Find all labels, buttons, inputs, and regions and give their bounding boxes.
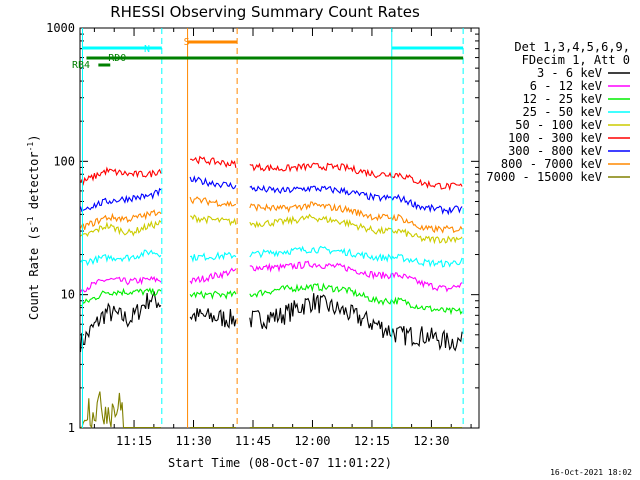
- flag-label-rd0: RD0: [108, 53, 126, 64]
- flag-label-n: N: [144, 44, 150, 55]
- y-tick-label: 100: [53, 154, 75, 168]
- y-axis-label-part1: Count Rate (s: [27, 226, 41, 320]
- legend-label: 800 - 7000 keV: [501, 157, 602, 171]
- series-layer: [79, 155, 463, 429]
- legend-label: 50 - 100 keV: [515, 118, 602, 132]
- series-2: [80, 282, 463, 316]
- legend-label: 7000 - 15000 keV: [486, 170, 602, 184]
- x-tick-label: 12:00: [294, 434, 330, 448]
- flag-label-rb4: RB4: [72, 60, 90, 71]
- series-8: [80, 391, 463, 429]
- legend-label: 6 - 12 keV: [530, 79, 602, 93]
- x-tick-label: 12:30: [413, 434, 449, 448]
- legend-label: 3 - 6 keV: [537, 66, 602, 80]
- legend-label: 12 - 25 keV: [523, 92, 602, 106]
- flag-label-s: S: [184, 37, 190, 48]
- x-tick-label: 12:15: [354, 434, 390, 448]
- series-5: [80, 155, 463, 191]
- legend-header-line1: Det 1,3,4,5,6,9,: [514, 40, 630, 54]
- y-axis-label-part3: ): [27, 135, 41, 142]
- legend-label: 300 - 800 keV: [508, 144, 602, 158]
- y-tick-label: 10: [61, 288, 75, 302]
- series-1: [80, 260, 463, 293]
- x-tick-label: 11:45: [235, 434, 271, 448]
- x-tick-label: 11:15: [116, 434, 152, 448]
- y-axis-label-sup2: -1: [26, 142, 35, 152]
- flags-layer: RB4 RD0 N S: [72, 28, 464, 428]
- chart-title: RHESSI Observing Summary Count Rates: [110, 3, 420, 21]
- footer-date: 16-Oct-2021 18:02: [550, 468, 632, 477]
- legend-label: 25 - 50 keV: [523, 105, 602, 119]
- series-3: [80, 245, 463, 268]
- legend-label: 100 - 300 keV: [508, 131, 602, 145]
- x-tick-label: 11:30: [175, 434, 211, 448]
- axis-ticks: 1 10 100 1000 11:15 11:30 11:45 12:00 12:15 12:30: [46, 21, 479, 448]
- y-tick-label: 1000: [46, 21, 75, 35]
- legend-header-line2: FDecim 1, Att 0: [522, 53, 630, 67]
- series-4: [80, 213, 463, 245]
- y-tick-label: 1: [68, 421, 75, 435]
- y-axis-label-sup1: -1: [26, 216, 35, 226]
- y-axis-label: Count Rate (s-1 detector-1): [26, 135, 41, 320]
- x-axis-label: Start Time (08-Oct-07 11:01:22): [168, 456, 392, 470]
- series-0: [79, 291, 463, 353]
- series-7: [79, 196, 463, 234]
- series-6: [79, 175, 463, 216]
- y-axis-label-part2: detector: [27, 151, 41, 216]
